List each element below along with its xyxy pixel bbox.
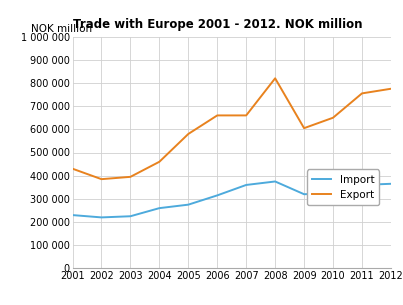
Import: [359, 183, 364, 187]
Import: [215, 194, 220, 197]
Import: [388, 182, 393, 186]
Line: Export: Export: [73, 78, 391, 179]
Export: [388, 87, 393, 91]
Import: [99, 216, 104, 219]
Export: [273, 77, 278, 80]
Export: [186, 132, 191, 136]
Text: NOK million: NOK million: [31, 24, 92, 34]
Export: [99, 177, 104, 181]
Import: [302, 192, 307, 196]
Export: [244, 113, 249, 117]
Import: [157, 206, 162, 210]
Text: Trade with Europe 2001 - 2012. NOK million: Trade with Europe 2001 - 2012. NOK milli…: [73, 18, 362, 31]
Import: [273, 180, 278, 183]
Export: [128, 175, 133, 179]
Line: Import: Import: [73, 181, 391, 217]
Legend: Import, Export: Import, Export: [307, 170, 379, 205]
Import: [330, 191, 335, 195]
Export: [70, 167, 75, 170]
Import: [244, 183, 249, 187]
Export: [157, 160, 162, 163]
Import: [128, 214, 133, 218]
Import: [186, 203, 191, 206]
Export: [302, 126, 307, 130]
Export: [330, 116, 335, 120]
Export: [215, 113, 220, 117]
Import: [70, 213, 75, 217]
Export: [359, 92, 364, 95]
